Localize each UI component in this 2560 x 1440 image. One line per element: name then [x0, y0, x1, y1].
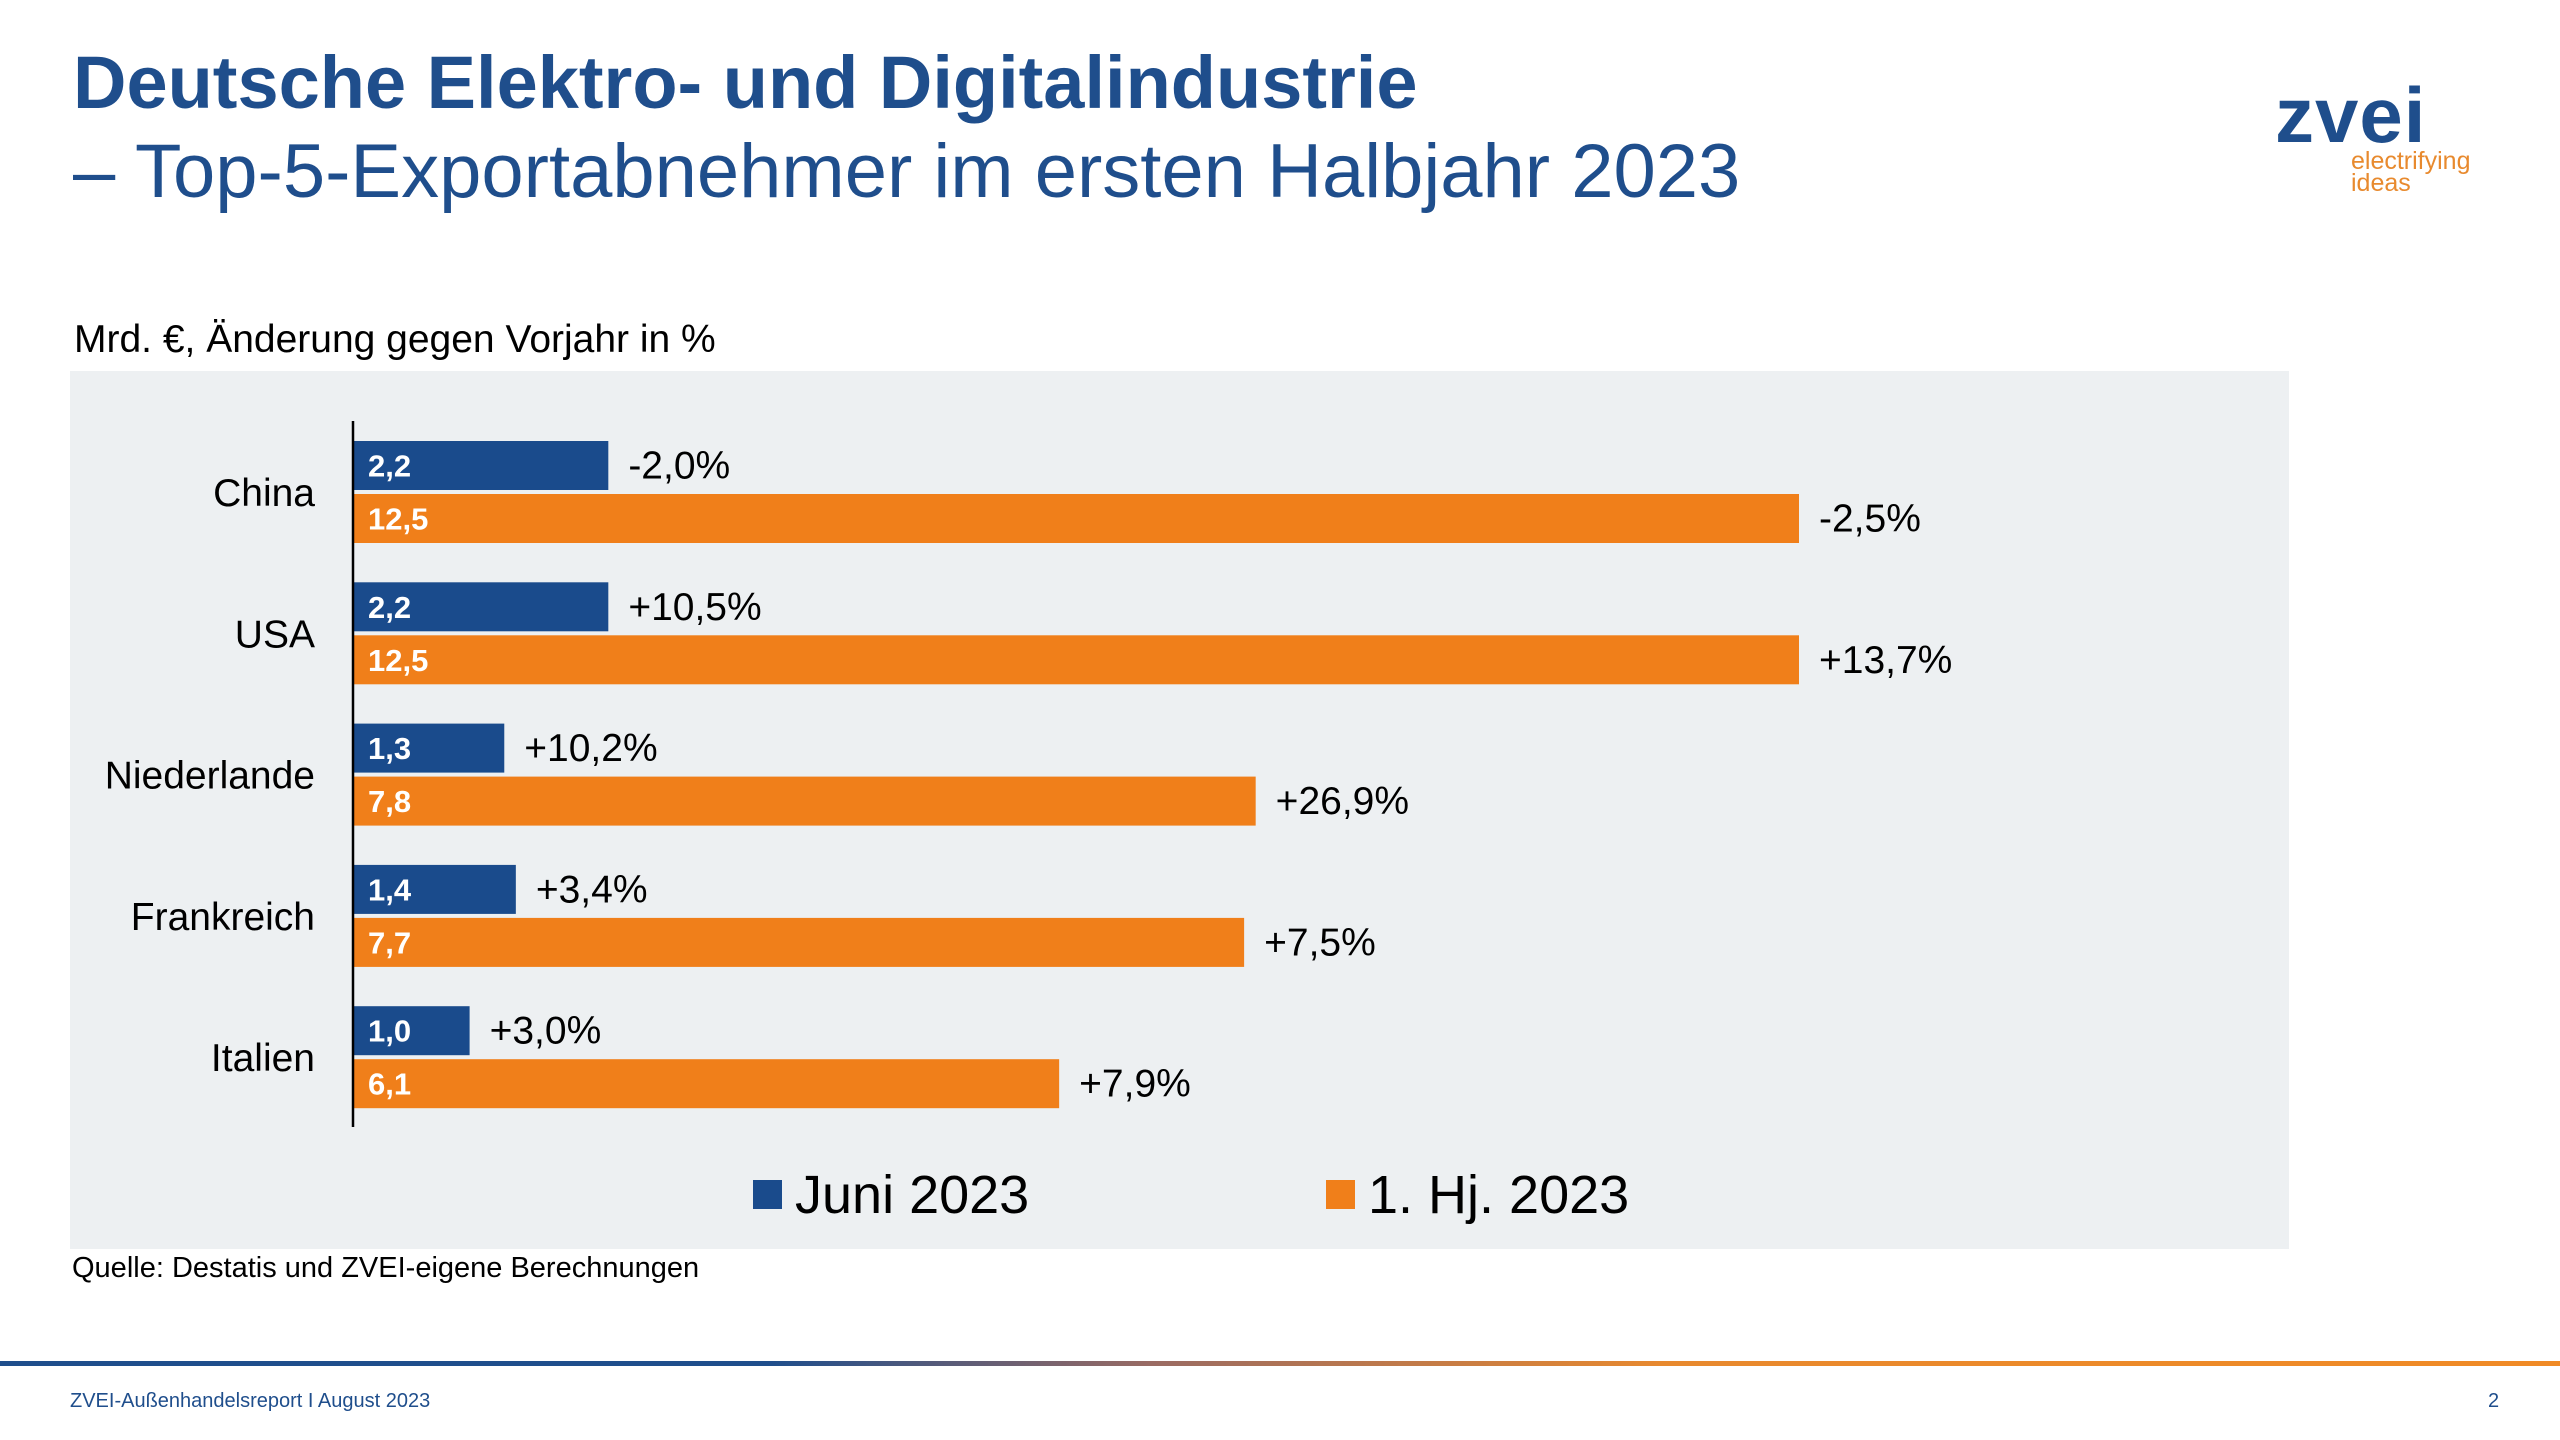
bar-value-label: 1,3 — [368, 731, 411, 766]
change-label: +7,5% — [1264, 921, 1376, 964]
legend-label: 1. Hj. 2023 — [1368, 1165, 1629, 1225]
bar-value-label: 1,4 — [368, 872, 412, 907]
change-label: +13,7% — [1819, 639, 1952, 682]
category-label: Frankreich — [131, 896, 315, 939]
bar — [354, 582, 609, 632]
bar-value-label: 7,8 — [368, 784, 411, 819]
logo-wordmark: zvei — [2275, 71, 2427, 159]
footer-text: ZVEI-Außenhandelsreport I August 2023 — [70, 1390, 431, 1412]
category-label: Italien — [211, 1037, 315, 1080]
change-label: +3,4% — [536, 868, 648, 911]
logo-tagline-1: electrifying — [2351, 147, 2471, 175]
change-label: -2,0% — [628, 445, 730, 488]
chart-unit-label: Mrd. €, Änderung gegen Vorjahr in % — [74, 318, 716, 361]
bar-value-label: 6,1 — [368, 1067, 411, 1102]
change-label: +26,9% — [1276, 780, 1409, 823]
bar — [354, 776, 1256, 826]
change-label: +10,2% — [524, 727, 657, 770]
change-label: -2,5% — [1819, 498, 1921, 541]
bar — [354, 494, 1799, 543]
footer-divider — [0, 1361, 2560, 1366]
page-number: 2 — [2488, 1390, 2500, 1412]
logo-tagline-2: ideas — [2351, 169, 2411, 197]
bar-value-label: 7,7 — [368, 925, 411, 960]
category-label: China — [213, 472, 315, 515]
change-label: +7,9% — [1079, 1063, 1191, 1106]
bar — [354, 723, 505, 773]
zvei-logo: zvei electrifying ideas — [2275, 71, 2471, 197]
bar — [354, 917, 1245, 967]
category-label: Niederlande — [105, 755, 315, 798]
bar — [354, 441, 609, 490]
bar-value-label: 2,2 — [368, 590, 411, 625]
bar — [354, 864, 516, 914]
page-title: Deutsche Elektro- und Digitalindustrie — [73, 41, 1418, 124]
bar — [354, 635, 1799, 685]
category-label: USA — [235, 613, 315, 656]
bar-value-label: 2,2 — [368, 449, 411, 484]
change-label: +10,5% — [628, 586, 761, 629]
bar — [354, 1059, 1060, 1109]
bar-value-label: 1,0 — [368, 1014, 411, 1049]
legend-label: Juni 2023 — [795, 1165, 1029, 1225]
bar-value-label: 12,5 — [368, 502, 428, 537]
change-label: +3,0% — [490, 1010, 602, 1053]
source-note: Quelle: Destatis und ZVEI-eigene Berechn… — [72, 1252, 700, 1284]
legend-swatch — [753, 1180, 782, 1209]
bar — [354, 1006, 470, 1056]
page-subtitle: – Top-5-Exportabnehmer im ersten Halbjah… — [73, 129, 1741, 214]
bar-value-label: 12,5 — [368, 643, 428, 678]
legend-swatch — [1326, 1180, 1355, 1209]
